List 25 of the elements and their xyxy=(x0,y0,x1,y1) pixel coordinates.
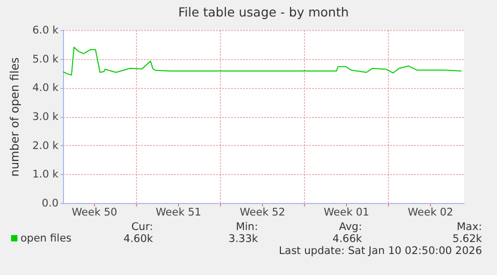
text: Min: xyxy=(236,221,258,233)
x-tick-label: Week 01 xyxy=(324,206,370,218)
text: 4.66k xyxy=(332,233,362,245)
x-tick-label: Week 51 xyxy=(156,206,202,218)
y-tick-label: 3.0 k xyxy=(32,111,60,123)
text: 5.62k xyxy=(452,233,482,245)
legend-label: open files xyxy=(20,232,72,244)
y-tick-label: 6.0 k xyxy=(32,24,60,36)
chart-title: File table usage - by month xyxy=(178,4,349,20)
y-tick-label: 0.0 xyxy=(42,198,58,210)
y-tick-label: 2.0 k xyxy=(32,140,60,152)
line-series xyxy=(63,46,462,76)
y-tick-label: 4.0 k xyxy=(32,82,60,94)
text: Cur: xyxy=(131,221,153,233)
x-tick-label: Week 52 xyxy=(240,206,286,218)
y-tick-label: 5.0 k xyxy=(32,53,60,66)
x-tick-label: Week 02 xyxy=(408,206,454,218)
text: 4.60k xyxy=(124,233,153,245)
text: Avg: xyxy=(339,221,362,233)
y-axis-title: number of open files xyxy=(7,57,22,177)
text: Last update: Sat Jan 10 02:50:00 2026 xyxy=(278,245,482,257)
text: 3.33k xyxy=(228,233,258,245)
y-tick-label: 1.0 k xyxy=(32,168,60,181)
x-tick-label: Week 50 xyxy=(72,206,118,218)
text: Max: xyxy=(456,221,482,233)
